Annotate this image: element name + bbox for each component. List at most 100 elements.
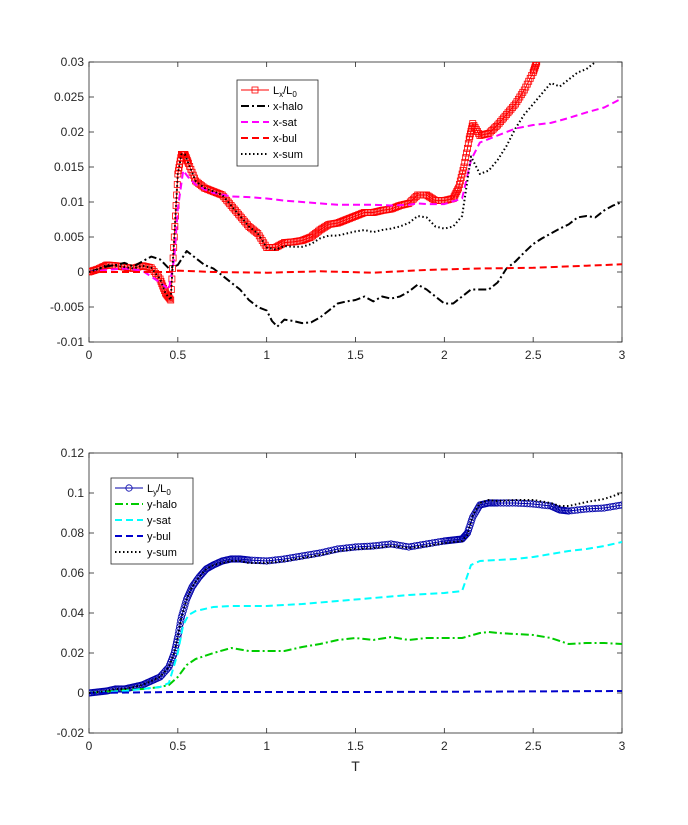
data-point-ly-l0 <box>499 499 508 507</box>
data-point-lx-l0 <box>460 163 468 171</box>
data-point-ly-l0 <box>199 569 207 577</box>
data-point-ly-l0 <box>277 555 286 563</box>
data-point-ly-l0 <box>437 537 445 546</box>
data-point-ly-l0 <box>565 507 573 515</box>
data-point-ly-l0 <box>473 505 482 513</box>
data-point-ly-l0 <box>354 543 363 551</box>
y-tick-label: 0.025 <box>54 90 84 104</box>
data-point-lx-l0 <box>457 174 465 181</box>
data-point-ly-l0 <box>618 501 622 509</box>
legend-label-part: y <box>153 488 157 497</box>
data-point-ly-l0 <box>597 504 605 512</box>
y-tick-label: -0.02 <box>57 726 85 740</box>
x-tick-label: 0 <box>86 348 93 362</box>
data-point-ly-l0 <box>254 556 262 565</box>
data-point-lx-l0 <box>155 273 162 281</box>
data-point-lx-l0 <box>470 122 478 129</box>
data-point-lx-l0 <box>531 63 539 71</box>
data-point-ly-l0 <box>196 572 204 580</box>
data-point-ly-l0 <box>594 504 602 512</box>
y-tick-label: 0.08 <box>61 526 85 540</box>
top-chart-lx: 0 0.5 1 1.5 2 2.5 3 -0.01 -0.005 0 0.005 0.01 0.015 0… <box>50 55 626 362</box>
data-point-lx-l0 <box>533 62 541 66</box>
y-tick-label: 0.06 <box>61 566 85 580</box>
data-point-ly-l0 <box>494 499 502 507</box>
legend-marker-lx-l0 <box>251 86 259 94</box>
data-point-ly-l0 <box>582 505 591 513</box>
legend-label-y-sum: y-sum <box>147 547 177 559</box>
legend-box <box>236 79 319 167</box>
data-point-ly-l0 <box>585 505 594 513</box>
data-point-lx-l0 <box>456 177 464 185</box>
legend-label-y-halo: y-halo <box>147 499 177 511</box>
data-point-ly-l0 <box>378 541 386 549</box>
y-tick-label: 0.1 <box>67 486 84 500</box>
x-tick-label: 1 <box>263 348 270 362</box>
x-tick-label: 3 <box>619 739 626 753</box>
data-point-lx-l0 <box>466 130 474 138</box>
legend-label-y-bul: y-bul <box>147 531 171 543</box>
legend-label-x-bul: x-bul <box>273 133 297 145</box>
series-line-x-halo <box>89 201 622 328</box>
data-point-lx-l0 <box>466 133 474 140</box>
data-point-ly-l0 <box>462 530 471 538</box>
data-point-lx-l0 <box>469 120 477 127</box>
y-tick-label: 0 <box>77 686 84 700</box>
series-line-x-sum <box>89 62 597 301</box>
data-point-ly-l0 <box>588 505 596 513</box>
data-point-ly-l0 <box>469 513 477 521</box>
data-point-lx-l0 <box>158 280 166 288</box>
y-tick-label: -0.005 <box>50 300 84 314</box>
data-point-ly-l0 <box>366 542 374 550</box>
series-line-y-sum <box>89 492 622 694</box>
y-tick-label: 0.04 <box>61 606 85 620</box>
x-tick-label: 0 <box>86 739 93 753</box>
data-point-ly-l0 <box>471 509 479 517</box>
x-tick-label: 0.5 <box>169 348 186 362</box>
series-line-x-bul <box>89 263 622 274</box>
y-tick-label: 0.02 <box>61 646 85 660</box>
plot-area <box>89 492 622 697</box>
data-point-ly-l0 <box>245 556 253 564</box>
data-point-lx-l0 <box>459 167 467 174</box>
x-tick-label: 0.5 <box>169 739 186 753</box>
data-point-ly-l0 <box>571 506 579 514</box>
x-tick-label: 2 <box>441 739 448 753</box>
legend-label-part: /L <box>157 483 166 495</box>
data-point-lx-l0 <box>462 154 470 162</box>
y-tick-label: 0.03 <box>61 55 85 69</box>
legend-label-lx-l0: Lx/L0 <box>273 85 297 99</box>
data-point-lx-l0 <box>530 67 538 75</box>
data-point-lx-l0 <box>455 184 462 192</box>
data-point-lx-l0 <box>530 65 538 73</box>
data-point-lx-l0 <box>156 275 164 283</box>
data-point-ly-l0 <box>475 503 483 511</box>
legend-label-part: L <box>147 483 153 495</box>
data-point-ly-l0 <box>511 499 520 507</box>
data-point-ly-l0 <box>334 545 342 553</box>
data-point-ly-l0 <box>372 542 380 550</box>
data-point-ly-l0 <box>579 505 588 513</box>
data-point-lx-l0 <box>167 296 175 304</box>
data-point-ly-l0 <box>351 543 360 551</box>
legend: Lx/L0 x-halo x-sat x-bul x-sum <box>236 79 319 167</box>
y-tick-label: 0 <box>77 265 84 279</box>
data-point-ly-l0 <box>363 542 371 550</box>
data-point-lx-l0 <box>532 62 540 68</box>
data-point-lx-l0 <box>529 69 537 76</box>
x-tick-label: 2.5 <box>525 739 542 753</box>
y-tick-label: 0.015 <box>54 160 84 174</box>
data-point-lx-l0 <box>463 149 470 157</box>
data-point-ly-l0 <box>615 501 622 510</box>
data-point-lx-l0 <box>453 188 461 195</box>
legend-label-x-sum: x-sum <box>273 149 303 161</box>
data-point-ly-l0 <box>337 545 345 553</box>
legend-label-part: 0 <box>166 488 171 497</box>
data-point-ly-l0 <box>357 543 366 551</box>
series-line-y-bul <box>89 690 622 694</box>
legend-box <box>110 477 194 565</box>
legend-label-y-sat: y-sat <box>147 515 171 527</box>
bottom-chart-ly: 0 0.5 1 1.5 2 2.5 3-0.0200.020.040.060.080.10.… <box>57 446 626 774</box>
